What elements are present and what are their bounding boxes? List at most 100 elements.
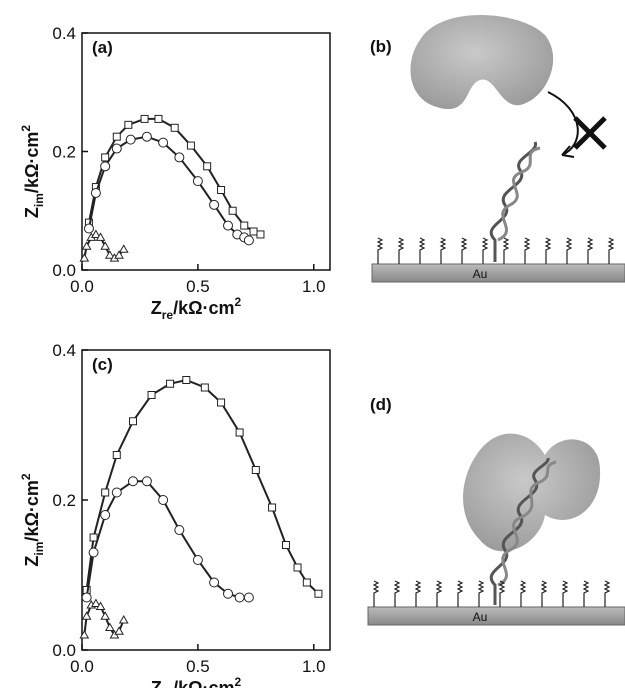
marker: [243, 592, 254, 603]
marker: [209, 199, 220, 210]
marker: [91, 598, 101, 607]
marker: [200, 383, 209, 392]
x-tick-label: 1.0: [302, 657, 326, 676]
marker: [234, 592, 245, 603]
marker: [112, 132, 121, 141]
y-axis-label: Zim/kΩ·cm2: [19, 473, 46, 566]
surface-label: Au: [473, 267, 488, 281]
marker: [83, 223, 94, 234]
y-axis-label-superscript: 2: [19, 473, 33, 480]
x-axis-label: Zre/kΩ·cm2: [151, 675, 242, 688]
alkyl-chain: [460, 237, 468, 264]
alkyl-chain: [439, 237, 447, 264]
marker: [228, 206, 237, 215]
marker: [281, 541, 290, 549]
x-axis-label-subscript: re: [162, 308, 174, 322]
x-axis-label-symbol: Z: [151, 678, 162, 688]
alkyl-chain: [586, 237, 594, 264]
alkyl-chain: [372, 580, 380, 607]
arrow: [547, 91, 579, 156]
marker: [101, 153, 110, 162]
alkyl-chain: [414, 580, 422, 607]
marker: [174, 152, 185, 163]
marker: [127, 476, 138, 487]
panel-label: (a): [92, 38, 113, 57]
marker: [81, 241, 92, 250]
marker: [170, 123, 179, 132]
protein: [410, 15, 554, 110]
x-axis-label-superscript: 2: [235, 675, 242, 688]
x-tick-label: 0.0: [70, 657, 94, 676]
marker: [100, 611, 111, 620]
marker: [111, 487, 122, 498]
alkyl-chain: [582, 580, 590, 607]
marker: [100, 161, 111, 172]
marker: [79, 629, 90, 639]
alkyl-chain: [523, 237, 531, 264]
marker: [101, 488, 110, 497]
alkyl-chains: [372, 237, 615, 607]
marker: [81, 611, 92, 620]
marker: [95, 601, 106, 610]
marker: [118, 614, 129, 624]
alkyl-chain: [435, 580, 443, 607]
marker: [235, 428, 244, 437]
marker: [81, 592, 92, 603]
x-axis-label-symbol: Z: [151, 298, 162, 318]
alkyl-chain: [498, 580, 506, 607]
marker: [240, 221, 249, 230]
marker: [192, 176, 203, 187]
y-axis-label-subscript: im: [32, 193, 46, 207]
dna-strand: [497, 146, 541, 242]
marker: [293, 563, 302, 572]
marker: [158, 495, 169, 505]
marker: [256, 230, 265, 239]
charts: 0.0 0.5 1.00.00.20.4(a)Zre/kΩ·cm2Zim/kΩ·cm…: [19, 24, 331, 688]
alkyl-chain: [519, 580, 527, 607]
x-tick-label: 0.5: [186, 657, 210, 676]
block-mark: [573, 116, 607, 150]
marker: [141, 131, 152, 142]
marker: [209, 577, 220, 588]
alkyl-chain: [603, 580, 611, 607]
dna-strand: [497, 460, 557, 587]
arrow-head: [561, 145, 575, 158]
x-axis-label-unit: /kΩ·cm: [173, 678, 234, 688]
gold-surface: [367, 606, 625, 626]
x-axis-label-superscript: 2: [235, 295, 242, 309]
marker: [302, 578, 311, 587]
alkyl-chain: [456, 580, 464, 607]
diagram-b: (b) Au: [370, 15, 625, 283]
panel-label: (b): [370, 37, 392, 56]
marker: [249, 227, 258, 236]
dna-strand: [489, 457, 550, 605]
marker: [203, 162, 212, 171]
marker: [89, 533, 98, 542]
marker: [217, 186, 226, 195]
marker: [111, 143, 122, 154]
y-axis-label-symbol: Z: [22, 207, 42, 218]
marker: [223, 588, 234, 599]
y-tick-label: 0.4: [52, 341, 76, 360]
marker: [91, 229, 101, 238]
y-axis-label-subscript: im: [32, 542, 46, 556]
marker: [217, 398, 226, 407]
marker: [100, 510, 111, 520]
x-axis-label-unit: /kΩ·cm: [173, 298, 234, 318]
plot-frame: [81, 349, 331, 651]
y-tick-label: 0.4: [52, 24, 76, 43]
alkyl-chain: [393, 580, 401, 607]
panel-label: (d): [370, 395, 392, 414]
marker: [114, 250, 124, 259]
marker: [192, 555, 203, 565]
marker: [147, 391, 156, 399]
y-tick-label: 0.2: [52, 143, 76, 162]
alkyl-chain: [397, 237, 405, 264]
y-axis-label-unit: /kΩ·cm: [22, 132, 42, 193]
marker: [140, 114, 149, 123]
marker: [88, 547, 99, 558]
marker: [166, 379, 175, 388]
plot: 0.0 0.5 1.00.00.20.4(a)Zre/kΩ·cm2Zim/kΩ·cm…: [19, 24, 331, 322]
